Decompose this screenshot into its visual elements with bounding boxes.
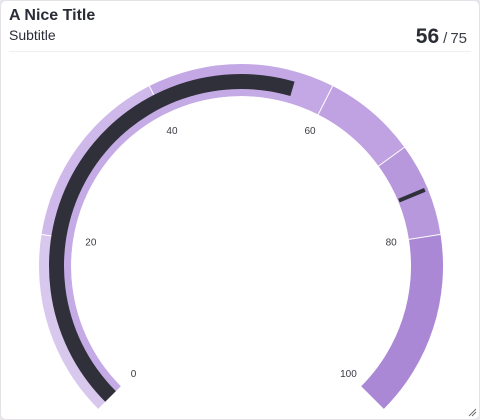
value-readout: 56/75 <box>416 25 467 49</box>
chart-subtitle: Subtitle <box>9 27 56 43</box>
chart-title: A Nice Title <box>9 7 96 24</box>
current-value: 56 <box>415 25 440 48</box>
gauge-tick-label-0: 0 <box>131 369 137 380</box>
card-header: A Nice Title Subtitle 56/75 <box>9 5 471 52</box>
gauge-band-separator-3 <box>378 146 405 167</box>
gauge-band-separator-2 <box>317 85 334 115</box>
gauge-tick-label-100: 100 <box>340 369 357 380</box>
value-separator: / <box>443 30 448 47</box>
gauge-target-marker <box>398 187 426 203</box>
gauge-band-4 <box>378 147 441 240</box>
gauge-tick-label-60: 60 <box>304 126 316 137</box>
target-value: 75 <box>450 30 467 47</box>
gauge-band-3 <box>318 86 405 167</box>
gauge-tick-label-20: 20 <box>85 238 97 249</box>
gauge-band-5 <box>361 234 443 409</box>
gauge-tick-label-40: 40 <box>166 126 178 137</box>
gauge-tick-label-80: 80 <box>386 238 398 249</box>
resize-handle-icon[interactable] <box>467 407 477 417</box>
gauge-band-separator-4 <box>408 233 441 240</box>
